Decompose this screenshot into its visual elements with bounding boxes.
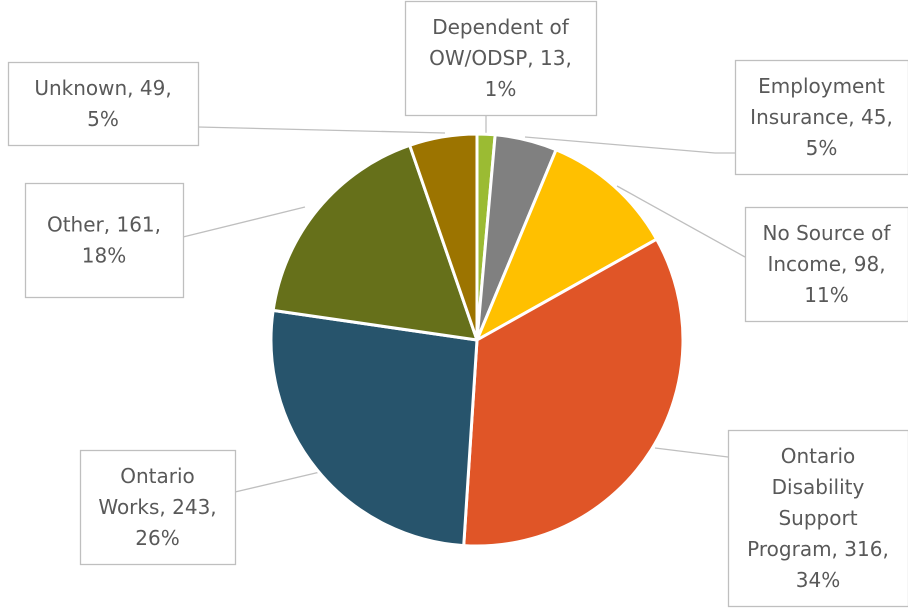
data-label-line: 5%	[806, 136, 838, 160]
data-label-line: Insurance, 45,	[750, 105, 893, 129]
data-label-line: Support	[778, 506, 857, 530]
data-label-line: OW/ODSP, 13,	[429, 46, 572, 70]
data-label-line: 1%	[485, 77, 517, 101]
data-label-line: Ontario	[781, 444, 856, 468]
data-label-line: Works, 243,	[98, 495, 216, 519]
data-label-line: No Source of	[763, 221, 892, 245]
data-label-line: 26%	[135, 526, 179, 550]
data-label-line: Dependent of	[432, 15, 569, 39]
leader-line-ontario-works	[235, 472, 320, 492]
data-label-no-source-of-income: No Source of Income, 98, 11%	[746, 208, 908, 322]
leader-line-unknown	[198, 127, 445, 133]
data-label-line: 34%	[796, 568, 840, 592]
data-label-dependent-of-ow-odsp: Dependent of OW/ODSP, 13, 1%	[406, 2, 597, 116]
data-label-other: Other, 161, 18%	[26, 184, 184, 298]
data-label-box	[26, 184, 184, 298]
pie-slice-ontario-works	[271, 310, 477, 545]
pie-slices	[271, 134, 683, 546]
data-label-ontario-disability-support-program: Ontario Disability Support Program, 316, 34%	[729, 431, 908, 607]
data-label-line: Unknown, 49,	[34, 76, 171, 100]
data-label-line: Other, 161,	[47, 213, 161, 237]
data-label-line: 5%	[87, 107, 119, 131]
data-label-ontario-works: Ontario Works, 243, 26%	[81, 451, 236, 565]
leader-line-other	[183, 207, 305, 237]
data-label-line: 18%	[82, 244, 126, 268]
data-label-employment-insurance: Employment Insurance, 45, 5%	[736, 61, 908, 175]
data-label-line: Ontario	[120, 464, 195, 488]
data-label-box	[9, 63, 199, 146]
data-label-line: Program, 316,	[747, 537, 889, 561]
data-label-line: Income, 98,	[767, 252, 885, 276]
data-label-line: Employment	[758, 74, 885, 98]
leader-line-ontario-disability-support-program	[655, 448, 728, 457]
data-label-unknown: Unknown, 49, 5%	[9, 63, 199, 146]
data-label-line: Disability	[772, 475, 865, 499]
data-label-line: 11%	[804, 283, 848, 307]
